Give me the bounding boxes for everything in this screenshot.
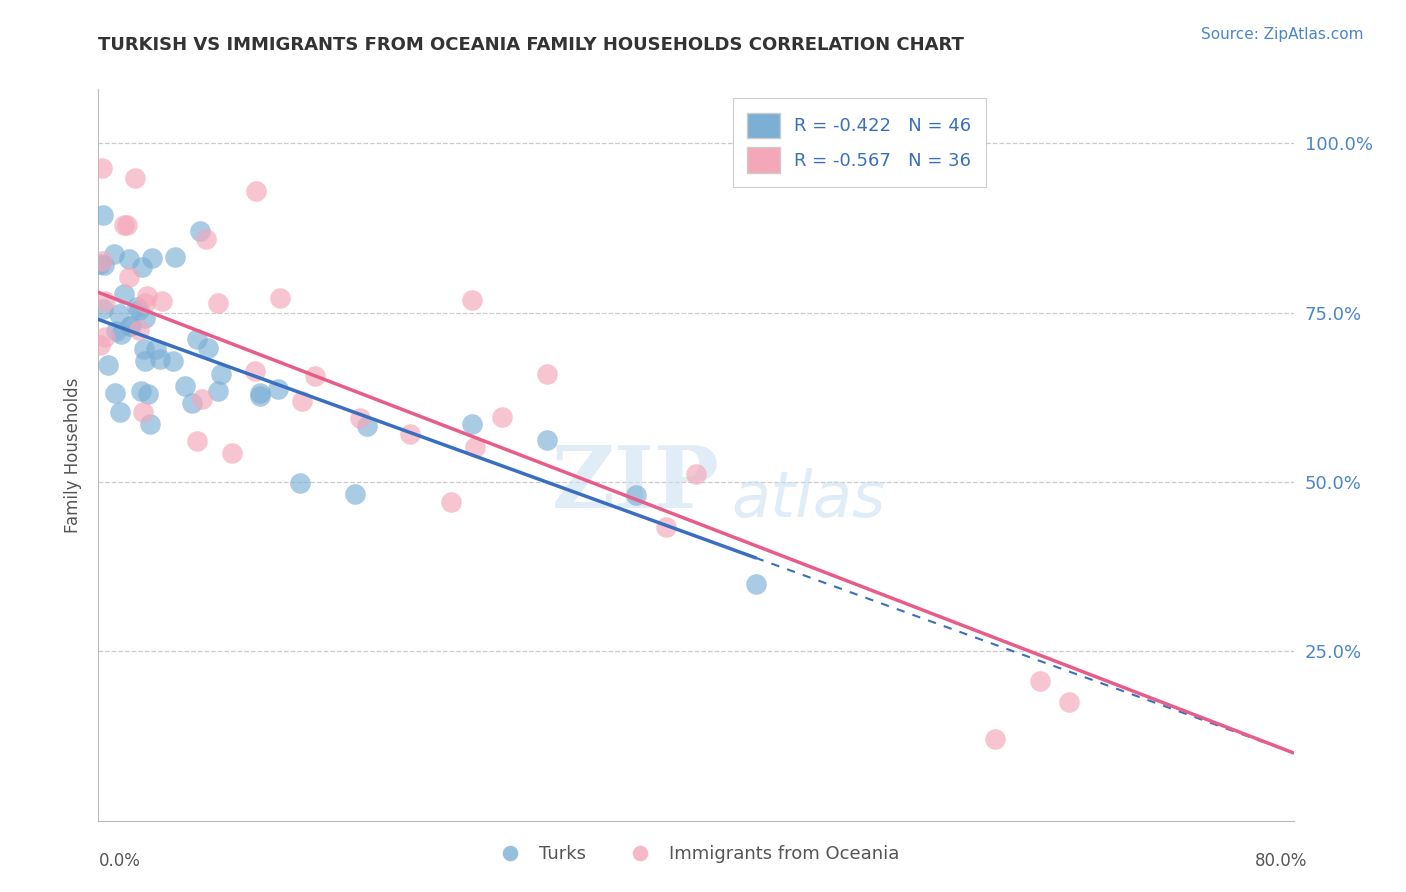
- Point: [349, 411, 371, 425]
- Point: [1028, 674, 1050, 689]
- Point: [249, 385, 271, 400]
- Point: [103, 247, 125, 261]
- Point: [132, 405, 155, 419]
- Point: [134, 354, 156, 368]
- Point: [464, 440, 486, 454]
- Point: [288, 475, 311, 490]
- Point: [191, 392, 214, 406]
- Point: [162, 353, 184, 368]
- Point: [243, 364, 266, 378]
- Point: [209, 367, 232, 381]
- Point: [131, 260, 153, 274]
- Point: [93, 258, 115, 272]
- Point: [188, 224, 211, 238]
- Point: [440, 495, 463, 509]
- Point: [173, 379, 195, 393]
- Point: [94, 293, 117, 308]
- Point: [128, 323, 150, 337]
- Point: [145, 343, 167, 357]
- Point: [491, 410, 513, 425]
- Point: [93, 208, 115, 222]
- Point: [132, 343, 155, 357]
- Point: [685, 467, 707, 482]
- Point: [249, 389, 271, 403]
- Point: [110, 326, 132, 341]
- Point: [127, 300, 149, 314]
- Point: [269, 291, 291, 305]
- Point: [291, 394, 314, 409]
- Text: ZIP: ZIP: [553, 442, 720, 526]
- Point: [186, 434, 208, 449]
- Point: [356, 419, 378, 434]
- Point: [461, 293, 484, 307]
- Point: [118, 252, 141, 267]
- Point: [124, 171, 146, 186]
- Point: [93, 330, 115, 344]
- Point: [194, 232, 217, 246]
- Point: [136, 289, 159, 303]
- Point: [89, 256, 111, 270]
- Point: [134, 296, 156, 310]
- Point: [134, 311, 156, 326]
- Point: [128, 303, 150, 318]
- Point: [105, 324, 128, 338]
- Point: [197, 341, 219, 355]
- Point: [108, 404, 131, 418]
- Point: [112, 218, 135, 232]
- Point: [141, 252, 163, 266]
- Text: 80.0%: 80.0%: [1256, 852, 1308, 870]
- Point: [89, 337, 111, 351]
- Y-axis label: Family Households: Family Households: [63, 377, 82, 533]
- Point: [90, 161, 112, 176]
- Point: [149, 352, 172, 367]
- Point: [103, 386, 125, 401]
- Point: [745, 576, 768, 591]
- Point: [129, 384, 152, 398]
- Point: [245, 184, 267, 198]
- Text: 0.0%: 0.0%: [98, 852, 141, 870]
- Point: [207, 384, 229, 398]
- Point: [97, 358, 120, 372]
- Point: [221, 446, 243, 460]
- Point: [984, 732, 1007, 747]
- Point: [118, 270, 141, 285]
- Point: [655, 520, 678, 534]
- Point: [91, 302, 114, 317]
- Point: [108, 307, 131, 321]
- Point: [91, 253, 114, 268]
- Text: atlas: atlas: [733, 467, 886, 530]
- Point: [139, 417, 162, 431]
- Point: [1059, 696, 1081, 710]
- Point: [267, 382, 290, 396]
- Point: [150, 293, 173, 308]
- Point: [626, 488, 648, 502]
- Legend: Turks, Immigrants from Oceania: Turks, Immigrants from Oceania: [485, 838, 907, 870]
- Point: [304, 368, 326, 383]
- Point: [118, 318, 141, 333]
- Point: [163, 250, 186, 264]
- Point: [112, 286, 135, 301]
- Text: TURKISH VS IMMIGRANTS FROM OCEANIA FAMILY HOUSEHOLDS CORRELATION CHART: TURKISH VS IMMIGRANTS FROM OCEANIA FAMIL…: [98, 36, 965, 54]
- Point: [186, 333, 208, 347]
- Point: [536, 433, 558, 447]
- Point: [115, 218, 138, 232]
- Text: Source: ZipAtlas.com: Source: ZipAtlas.com: [1201, 27, 1364, 42]
- Point: [207, 296, 229, 310]
- Point: [343, 486, 366, 500]
- Point: [398, 426, 420, 441]
- Point: [136, 387, 159, 401]
- Point: [461, 417, 484, 431]
- Point: [120, 319, 142, 334]
- Point: [536, 367, 558, 381]
- Point: [180, 396, 202, 410]
